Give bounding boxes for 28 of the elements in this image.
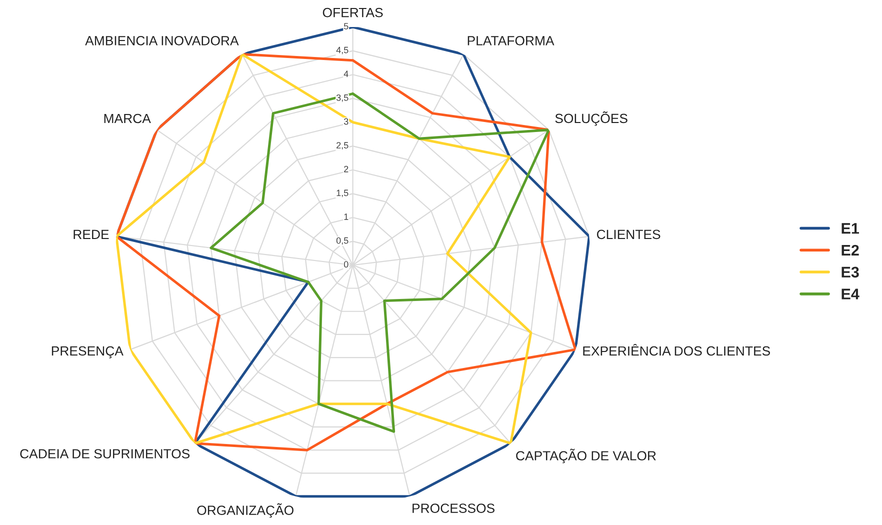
spoke-label: REDE bbox=[74, 230, 109, 239]
spoke-label: PROCESSOS bbox=[412, 504, 494, 513]
spoke-label: PRESENÇA bbox=[52, 346, 124, 358]
spoke-label: CAPTAÇÃO DE VALOR bbox=[516, 448, 656, 464]
spoke-label: SOLUÇÕES bbox=[555, 111, 628, 126]
y-tick-label: 1 bbox=[344, 214, 348, 220]
y-tick-label: 5 bbox=[344, 23, 348, 30]
spoke-label: AMBIENCIA INOVADORA bbox=[85, 36, 239, 46]
y-tick-label: 3 bbox=[344, 118, 348, 125]
spoke-label: OFERTAS bbox=[322, 8, 383, 18]
y-tick-label: 4 bbox=[344, 70, 348, 77]
y-tick-label: 2 bbox=[344, 166, 348, 172]
spoke-label: ORGANIZAÇÃO bbox=[197, 503, 294, 518]
y-tick-label: 2,5 bbox=[336, 142, 348, 150]
y-tick-label: 4,5 bbox=[336, 46, 348, 54]
y-tick-label: 0,5 bbox=[336, 237, 348, 245]
legend-label: E3 bbox=[842, 266, 859, 278]
spoke-label: CLIENTES bbox=[596, 230, 660, 240]
spoke-label: CADEIA DE SUPRIMENTOS bbox=[20, 449, 190, 458]
y-tick-label: 1,5 bbox=[336, 190, 348, 198]
y-tick-label: 0 bbox=[344, 261, 348, 268]
spoke-label: PLATAFORMA bbox=[468, 36, 554, 46]
spoke-label: MARCA bbox=[104, 114, 151, 124]
legend-label: E4 bbox=[842, 288, 860, 300]
y-tick-label: 3,5 bbox=[336, 94, 348, 102]
spoke-label: EXPERIÊNCIA DOS CLIENTES bbox=[583, 344, 770, 356]
legend-label: E1 bbox=[842, 223, 860, 234]
legend-label: E2 bbox=[842, 244, 859, 256]
